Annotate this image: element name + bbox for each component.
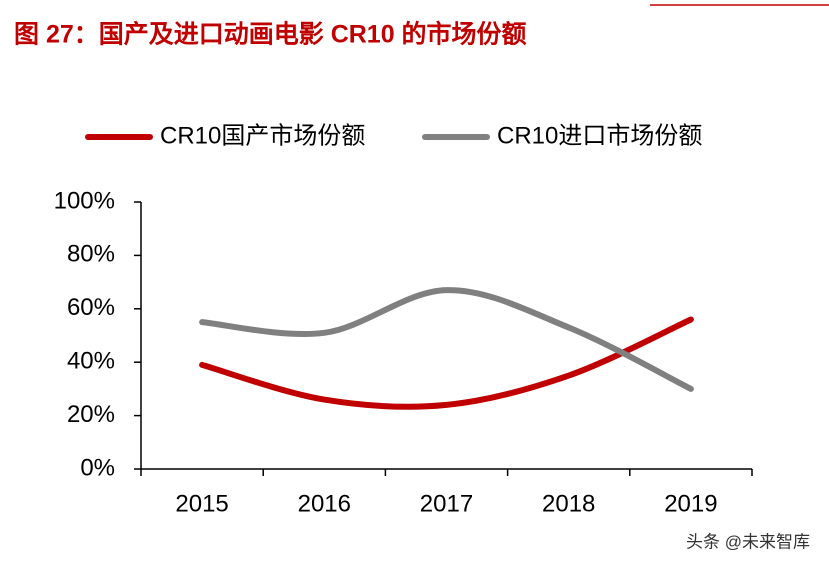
- x-tick-label: 2018: [542, 490, 595, 517]
- y-tick-label: 0%: [80, 454, 115, 481]
- y-tick-label: 100%: [54, 187, 115, 214]
- x-tick-label: 2016: [298, 490, 351, 517]
- x-tick-label: 2015: [175, 490, 228, 517]
- y-tick-label: 20%: [67, 401, 115, 428]
- y-tick-label: 60%: [67, 294, 115, 321]
- y-tick-label: 40%: [67, 348, 115, 375]
- x-tick-label: 2017: [420, 490, 473, 517]
- legend-label: CR10国产市场份额: [160, 122, 365, 149]
- series-line: [199, 287, 694, 392]
- series-line: [199, 316, 694, 410]
- legend-label: CR10进口市场份额: [497, 122, 702, 149]
- y-tick-label: 80%: [67, 241, 115, 268]
- x-tick-label: 2019: [664, 490, 717, 517]
- watermark: 头条 @未来智库: [686, 532, 810, 551]
- chart-title: 图 27：国产及进口动画电影 CR10 的市场份额: [14, 20, 527, 49]
